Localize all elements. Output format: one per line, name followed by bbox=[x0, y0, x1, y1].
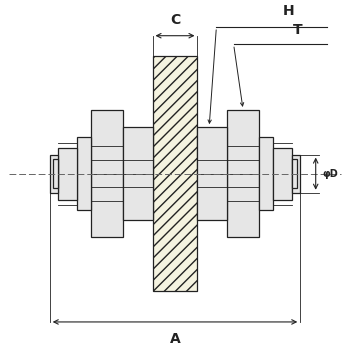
Bar bbox=[77, 138, 91, 210]
Bar bbox=[153, 56, 197, 291]
Bar bbox=[52, 159, 58, 189]
Bar bbox=[273, 148, 292, 199]
Text: φD: φD bbox=[322, 169, 338, 178]
Bar bbox=[292, 155, 300, 192]
Bar bbox=[259, 138, 273, 210]
Text: C: C bbox=[170, 13, 180, 27]
Bar bbox=[292, 159, 298, 189]
Bar bbox=[50, 155, 58, 192]
Bar bbox=[227, 110, 259, 237]
Bar bbox=[197, 127, 227, 220]
Bar bbox=[123, 127, 153, 220]
Text: T: T bbox=[293, 23, 302, 37]
Text: H: H bbox=[283, 5, 295, 19]
Bar bbox=[58, 148, 77, 199]
Bar bbox=[91, 110, 123, 237]
Text: A: A bbox=[170, 332, 180, 346]
